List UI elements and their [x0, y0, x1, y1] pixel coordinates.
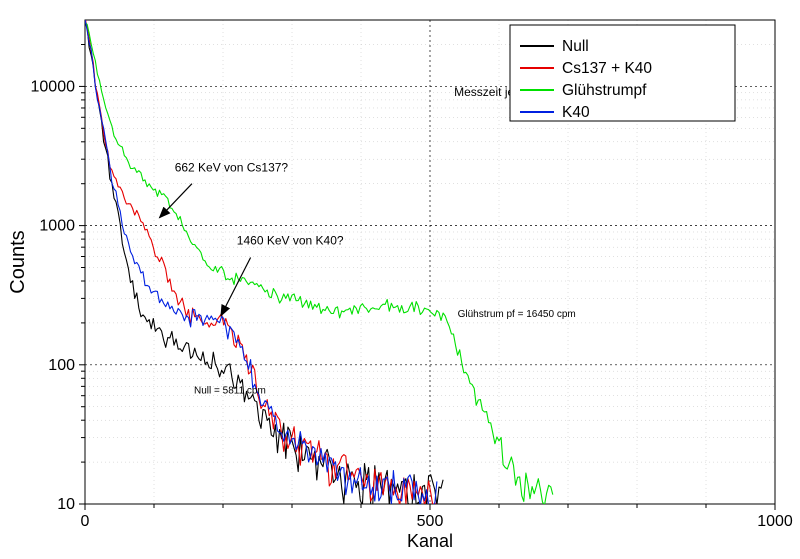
svg-text:500: 500	[417, 513, 444, 530]
legend-label-null: Null	[562, 38, 589, 55]
y-axis-label: Counts	[7, 230, 29, 293]
svg-text:1000: 1000	[757, 513, 793, 530]
legend-label-k40: K40	[562, 104, 590, 121]
svg-text:10000: 10000	[31, 78, 76, 95]
svg-text:0: 0	[81, 513, 90, 530]
chart-svg: 0500100010100100010000KanalCountsMesszei…	[0, 0, 800, 559]
legend: Null Cs137 + K40 Glühstrumpf K40	[510, 25, 735, 121]
legend-label-gluehstrumpf: Glühstrumpf	[562, 82, 647, 99]
annotation-gs_cpm: Glühstrum pf = 16450 cpm	[458, 309, 576, 320]
svg-text:1000: 1000	[39, 218, 75, 235]
spectrum-chart: 0500100010100100010000KanalCountsMesszei…	[0, 0, 800, 559]
svg-text:10: 10	[57, 496, 75, 513]
annotation-null_cpm: Null = 5811 cpm	[194, 386, 266, 397]
x-axis-label: Kanal	[407, 531, 453, 551]
svg-text:100: 100	[48, 357, 75, 374]
annotation-k40_ann: 1460 KeV von K40?	[237, 234, 344, 248]
annotation-cs137_ann: 662 KeV von Cs137?	[175, 160, 289, 174]
legend-label-cs137_k40: Cs137 + K40	[562, 60, 652, 77]
